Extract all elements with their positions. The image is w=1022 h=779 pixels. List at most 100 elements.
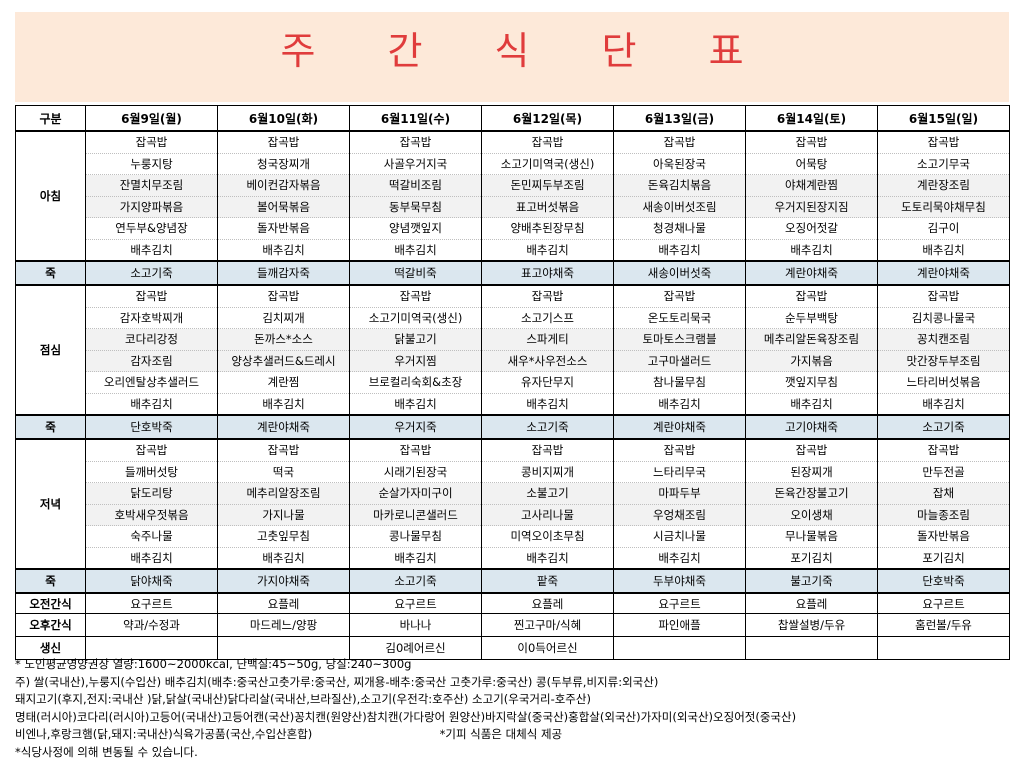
menu-item: 배추김치 (130, 396, 173, 411)
porridge-item: 고기야채죽 (745, 414, 878, 440)
note-origin-4: 비엔나,후랑크햄(닭,돼지:국내산)식육가공품(국산,수입산혼합) *기피 식품… (15, 726, 1015, 744)
menu-cell: 잡곡밥 온도토리묵국 토마토스크램블 고구마샐러드 참나물무침 배추김치 (613, 284, 746, 416)
snack-item: 바나나 (349, 613, 482, 637)
menu-item: 꽁치캔조림 (878, 329, 1009, 351)
menu-item: 배추김치 (394, 242, 437, 257)
menu-item: 양배추된장무침 (482, 218, 613, 240)
porridge-item: 불고기죽 (745, 568, 878, 594)
menu-item: 잡곡밥 (878, 286, 1009, 308)
menu-item: 깻잎지무침 (746, 372, 877, 394)
menu-item: 배추김치 (262, 550, 305, 565)
menu-item: 잡곡밥 (614, 132, 745, 154)
menu-item: 잡곡밥 (746, 440, 877, 462)
menu-item: 감자조림 (86, 350, 217, 372)
menu-item: 누룽지탕 (86, 154, 217, 175)
menu-cell: 잡곡밥 감자호박찌개 코다리강정 감자조림 오리엔탈상추샐러드 배추김치 (85, 284, 218, 416)
menu-item: 잡곡밥 (746, 132, 877, 154)
menu-cell: 잡곡밥 소고기미역국(생신) 닭불고기 우거지찜 브로컬리숙회&초장 배추김치 (349, 284, 482, 416)
menu-item: 새송이버섯조림 (614, 196, 745, 218)
menu-item: 배추김치 (394, 396, 437, 411)
menu-item: 돈육김치볶음 (614, 175, 745, 197)
porridge-item: 소고기죽 (349, 568, 482, 594)
menu-item: 미역오이초무침 (482, 526, 613, 548)
menu-cell: 잡곡밥 느타리무국 마파두부 우엉채조림 시금치나물 배추김치 (613, 438, 746, 570)
menu-item: 포기김치 (922, 550, 965, 565)
menu-item: 소불고기 (482, 483, 613, 505)
menu-item: 잡채 (878, 483, 1009, 505)
menu-item: 마늘종조림 (878, 504, 1009, 526)
porridge-item: 떡갈비죽 (349, 260, 482, 286)
birthday-item (217, 636, 350, 660)
menu-item: 잡곡밥 (746, 286, 877, 308)
menu-item: 잡곡밥 (86, 132, 217, 154)
porridge-item: 계란야채죽 (745, 260, 878, 286)
menu-item: 볼어묵볶음 (218, 196, 349, 218)
menu-item: 잡곡밥 (218, 440, 349, 462)
menu-item: 우거지된장지짐 (746, 196, 877, 218)
day-header: 6월14일(토) (745, 105, 878, 132)
day-header: 6월9일(월) (85, 105, 218, 132)
menu-item: 된장찌개 (746, 462, 877, 483)
weekly-menu-table: 구분 6월9일(월) 6월10일(화) 6월11일(수) 6월12일(목) 6월… (15, 105, 1010, 660)
note-processed-food: 비엔나,후랑크햄(닭,돼지:국내산)식육가공품(국산,수입산혼합) (15, 727, 313, 741)
menu-item: 계란찜 (218, 372, 349, 394)
porridge-item: 소고기죽 (85, 260, 218, 286)
porridge-item: 계란야채죽 (877, 260, 1010, 286)
menu-cell: 잡곡밥 아욱된장국 돈육김치볶음 새송이버섯조림 청경채나물 배추김치 (613, 130, 746, 262)
birthday-item (877, 636, 1010, 660)
snack-item: 찐고구마/식혜 (481, 613, 614, 637)
menu-item: 우엉채조림 (614, 504, 745, 526)
menu-item: 참나물무침 (614, 372, 745, 394)
menu-item: 사골우거지국 (350, 154, 481, 175)
snack-item: 홈런볼/두유 (877, 613, 1010, 637)
menu-item: 배추김치 (526, 396, 569, 411)
menu-item: 동부묵무침 (350, 196, 481, 218)
menu-item: 청경채나물 (614, 218, 745, 240)
menu-item: 소고기무국 (878, 154, 1009, 175)
menu-item: 야채계란찜 (746, 175, 877, 197)
corner-label: 구분 (15, 105, 86, 132)
menu-item: 느타리버섯볶음 (878, 372, 1009, 394)
lunch-row: 점심 잡곡밥 감자호박찌개 코다리강정 감자조림 오리엔탈상추샐러드 배추김치 잡곡밥 김치… (15, 284, 1010, 416)
menu-item: 잡곡밥 (350, 132, 481, 154)
menu-item: 소고기미역국(생신) (350, 308, 481, 329)
porridge-item: 단호박죽 (877, 568, 1010, 594)
menu-item: 베이컨감자볶음 (218, 175, 349, 197)
day-header: 6월15일(일) (877, 105, 1010, 132)
menu-cell: 잡곡밥 된장찌개 돈육간장불고기 오이생채 무나물볶음 포기김치 (745, 438, 878, 570)
menu-item: 배추김치 (526, 242, 569, 257)
snack-item: 요플레 (745, 592, 878, 614)
porridge-item: 소고기죽 (877, 414, 1010, 440)
menu-item: 가지볶음 (746, 350, 877, 372)
menu-item: 고구마샐러드 (614, 350, 745, 372)
menu-item: 오리엔탈상추샐러드 (86, 372, 217, 394)
menu-cell: 잡곡밥 순두부백탕 메추리알돈육장조림 가지볶음 깻잎지무침 배추김치 (745, 284, 878, 416)
menu-item: 아욱된장국 (614, 154, 745, 175)
menu-item: 마파두부 (614, 483, 745, 505)
pm-snack-label: 오후간식 (15, 613, 86, 637)
menu-item: 콩나물무침 (350, 526, 481, 548)
birthday-item (85, 636, 218, 660)
note-origin-2: 돼지고기(후지,전지:국내산 )닭,닭살(국내산)닭다리살(국내산,브라질산),… (15, 692, 591, 706)
menu-cell: 잡곡밥 사골우거지국 떡갈비조림 동부묵무침 양념깻잎지 배추김치 (349, 130, 482, 262)
menu-item: 브로컬리숙회&초장 (350, 372, 481, 394)
menu-item: 도토리묵야채무침 (878, 196, 1009, 218)
day-header: 6월11일(수) (349, 105, 482, 132)
menu-item: 잡곡밥 (86, 440, 217, 462)
menu-cell: 잡곡밥 어묵탕 야채계란찜 우거지된장지짐 오징어젓갈 배추김치 (745, 130, 878, 262)
note-substitute: *기피 식품은 대체식 제공 (439, 727, 563, 741)
menu-item: 스파게티 (482, 329, 613, 351)
meal-label-dinner: 저녁 (15, 438, 86, 570)
menu-item: 들깨버섯탕 (86, 462, 217, 483)
menu-item: 잡곡밥 (878, 132, 1009, 154)
menu-item: 배추김치 (394, 550, 437, 565)
menu-cell: 잡곡밥 누룽지탕 잔멸치무조림 가지양파볶음 연두부&양념장 배추김치 (85, 130, 218, 262)
menu-item: 표고버섯볶음 (482, 196, 613, 218)
porridge-item: 두부야채죽 (613, 568, 746, 594)
porridge-item: 계란야채죽 (217, 414, 350, 440)
birthday-item (613, 636, 746, 660)
menu-item: 잡곡밥 (86, 286, 217, 308)
birthday-item (745, 636, 878, 660)
menu-item: 오이생채 (746, 504, 877, 526)
porridge-item: 표고야채죽 (481, 260, 614, 286)
